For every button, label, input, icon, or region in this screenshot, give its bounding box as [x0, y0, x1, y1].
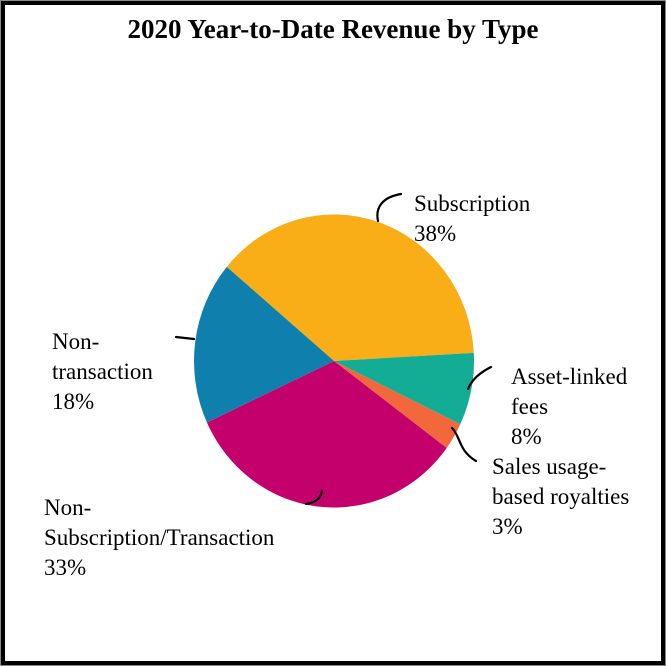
label-line: 8%: [511, 424, 542, 449]
label-line: 38%: [414, 221, 457, 246]
label-line: Sales usage-: [492, 454, 607, 479]
leader-line-non-transaction: [174, 335, 196, 341]
leader-line-non-subscription-transaction: [304, 489, 324, 506]
pie-slices: [193, 214, 474, 508]
label-line: 3%: [492, 514, 523, 539]
label-line: based royalties: [492, 484, 630, 509]
pie-slice-asset-linked-fees: [334, 352, 474, 425]
pie-slice-non-transaction: [193, 266, 334, 423]
pie-slice-sales-usage-based-royalties: [334, 361, 461, 448]
label-sales-usage-based-royalties: Sales usage- based royalties 3%: [492, 452, 629, 542]
label-subscription: Subscription 38%: [414, 189, 530, 249]
pie-slice-subscription: [226, 214, 474, 361]
label-line: Asset-linked: [511, 364, 628, 389]
label-line: Subscription: [414, 191, 531, 216]
label-non-subscription-transaction: Non- Subscription/Transaction 33%: [44, 493, 274, 583]
chart-title: 2020 Year-to-Date Revenue by Type: [127, 14, 539, 44]
label-line: Non-: [52, 329, 100, 354]
leader-line-asset-linked-fees: [466, 365, 493, 391]
label-line: transaction: [52, 359, 153, 384]
label-non-transaction: Non- transaction 18%: [52, 327, 153, 417]
label-line: Subscription/Transaction: [44, 525, 275, 550]
label-line: 18%: [52, 389, 95, 414]
label-asset-linked-fees: Asset-linked fees 8%: [511, 362, 627, 452]
leader-line-sales-usage-based-royalties: [450, 426, 478, 463]
label-line: 33%: [44, 555, 87, 580]
leader-line-subscription: [376, 192, 403, 223]
pie-slice-non-subscription-transaction: [206, 361, 447, 508]
leader-lines: [174, 192, 493, 506]
label-line: Non-: [44, 495, 92, 520]
label-line: fees: [511, 394, 549, 419]
